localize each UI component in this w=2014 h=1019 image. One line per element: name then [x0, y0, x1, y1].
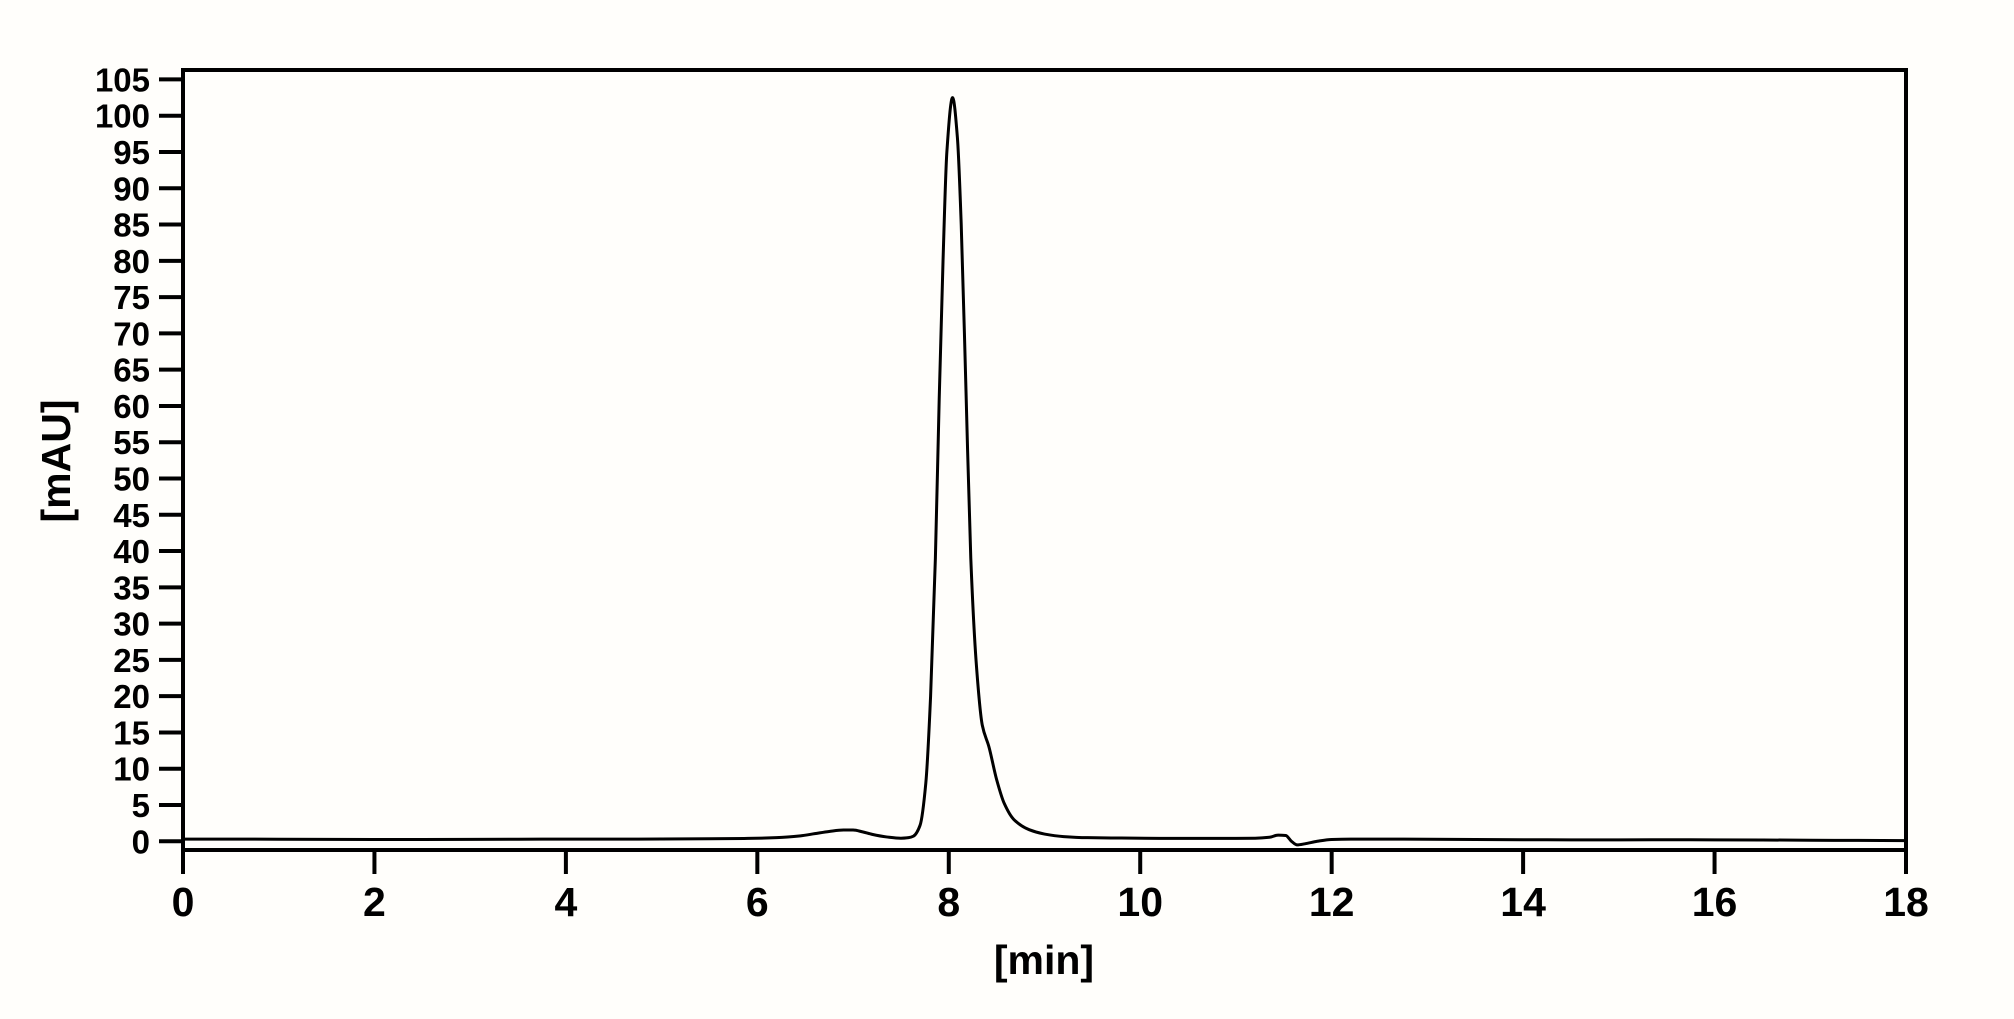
y-tick-label: 55 [113, 424, 150, 461]
x-tick-label: 12 [1309, 879, 1355, 925]
y-tick-label: 105 [95, 61, 150, 98]
x-tick-label: 16 [1692, 879, 1738, 925]
y-tick-label: 40 [113, 533, 150, 570]
x-tick-label: 0 [172, 879, 195, 925]
y-tick-label: 10 [113, 751, 150, 788]
y-tick-label: 60 [113, 388, 150, 425]
x-tick-label: 8 [937, 879, 960, 925]
x-tick-label: 14 [1500, 879, 1546, 925]
plot-frame [181, 68, 1908, 852]
y-tick-label: 5 [132, 787, 150, 824]
y-tick-label: 20 [113, 678, 150, 715]
y-tick-label: 15 [113, 714, 150, 751]
y-tick-label: 65 [113, 352, 150, 389]
y-tick-label: 80 [113, 243, 150, 280]
y-tick-label: 25 [113, 642, 150, 679]
x-axis-title: [min] [993, 937, 1095, 983]
y-tick-label: 100 [95, 98, 150, 135]
y-tick-label: 75 [113, 279, 150, 316]
y-tick-label: 30 [113, 606, 150, 643]
x-tick-label: 10 [1117, 879, 1163, 925]
y-tick-label: 45 [113, 497, 150, 534]
x-tick-label: 6 [746, 879, 769, 925]
y-tick-label: 70 [113, 315, 150, 352]
x-tick-label: 18 [1883, 879, 1929, 925]
y-tick-label: 90 [113, 170, 150, 207]
y-tick-label: 95 [113, 134, 150, 171]
y-tick-label: 85 [113, 207, 150, 244]
x-tick-label: 4 [554, 879, 577, 925]
y-tick-label: 50 [113, 461, 150, 498]
y-axis-title: [mAU] [33, 399, 79, 523]
signal-trace [181, 96, 1908, 847]
y-tick-label: 0 [132, 823, 150, 860]
y-tick-label: 35 [113, 569, 150, 606]
x-tick-label: 2 [363, 879, 386, 925]
